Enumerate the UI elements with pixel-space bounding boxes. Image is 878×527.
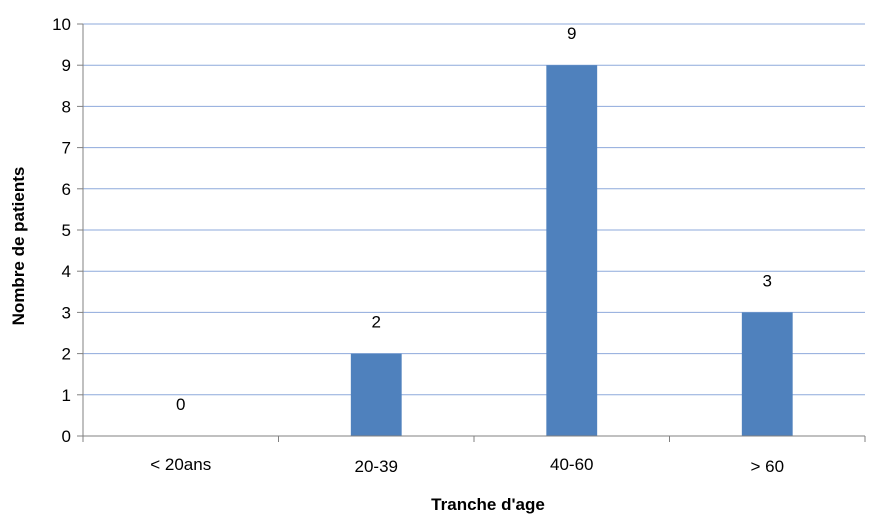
- y-tick-label: 9: [62, 56, 71, 75]
- data-label: 0: [176, 395, 185, 414]
- y-tick-label: 7: [62, 139, 71, 158]
- y-tick-label: 2: [62, 345, 71, 364]
- y-tick-label: 8: [62, 97, 71, 116]
- y-tick-label: 0: [62, 427, 71, 446]
- y-tick-label: 3: [62, 303, 71, 322]
- x-tick-label: < 20ans: [150, 455, 211, 474]
- data-label: 2: [372, 313, 381, 332]
- bar: [350, 353, 402, 436]
- y-tick-label: 10: [52, 15, 71, 34]
- y-tick-label: 4: [62, 262, 71, 281]
- labels: 0 1 2 3 4 5 6 7 8 9 10 0 < 20ans 2 20-39 9 40-60 3 > 60: [52, 15, 784, 476]
- x-tick-label: 20-39: [355, 457, 398, 476]
- bar: [546, 65, 598, 436]
- bars: [350, 65, 793, 436]
- y-tick-label: 1: [62, 386, 71, 405]
- data-label: 9: [567, 24, 576, 43]
- axes: [77, 23, 866, 442]
- x-axis-title: Tranche d'age: [431, 495, 545, 514]
- data-label: 3: [763, 271, 772, 290]
- bar: [741, 312, 793, 436]
- y-axis-title: Nombre de patients: [9, 167, 28, 326]
- y-tick-label: 5: [62, 221, 71, 240]
- y-tick-label: 6: [62, 180, 71, 199]
- x-tick-label: 40-60: [550, 455, 593, 474]
- x-tick-label: > 60: [750, 457, 784, 476]
- gridlines: [83, 23, 865, 396]
